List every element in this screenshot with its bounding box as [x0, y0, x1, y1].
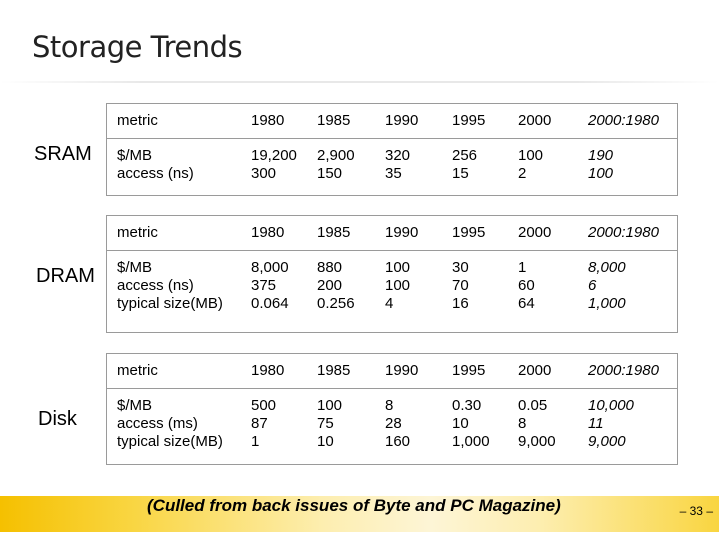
- header-ratio: 2000:1980: [588, 362, 659, 379]
- header-1995: 1995: [452, 112, 486, 129]
- header-metric: metric: [117, 112, 158, 129]
- header-1980: 1980: [251, 224, 285, 241]
- sram-table: metric 1980 1985 1990 1995 2000 2000:198…: [106, 103, 678, 196]
- sram-header-row: metric 1980 1985 1990 1995 2000 2000:198…: [107, 104, 677, 139]
- tech-label-dram: DRAM: [36, 265, 95, 287]
- header-1990: 1990: [385, 112, 419, 129]
- header-1980: 1980: [251, 362, 285, 379]
- source-caption: (Culled from back issues of Byte and PC …: [147, 496, 561, 515]
- header-1995: 1995: [452, 362, 486, 379]
- values-1980: 500 87 1: [251, 397, 277, 450]
- header-1985: 1985: [317, 362, 351, 379]
- values-1985: 880 200 0.256: [317, 259, 355, 312]
- dram-header-row: metric 1980 1985 1990 1995 2000 2000:198…: [107, 216, 677, 251]
- values-1980: 19,200 300: [251, 147, 297, 182]
- dram-table: metric 1980 1985 1990 1995 2000 2000:198…: [106, 215, 678, 333]
- header-ratio: 2000:1980: [588, 112, 659, 129]
- header-2000: 2000: [518, 362, 552, 379]
- page-number: – 33 –: [679, 504, 713, 518]
- header-1985: 1985: [317, 112, 351, 129]
- values-1995: 0.30 10 1,000: [452, 397, 490, 450]
- header-1990: 1990: [385, 362, 419, 379]
- values-1990: 100 100 4: [385, 259, 411, 312]
- header-metric: metric: [117, 362, 158, 379]
- values-1995: 30 70 16: [452, 259, 469, 312]
- header-2000: 2000: [518, 224, 552, 241]
- header-1995: 1995: [452, 224, 486, 241]
- values-ratio: 8,000 6 1,000: [588, 259, 626, 312]
- metric-names: $/MB access (ns): [117, 147, 194, 182]
- disk-header-row: metric 1980 1985 1990 1995 2000 2000:198…: [107, 354, 677, 389]
- slide-title: Storage Trends: [32, 30, 243, 64]
- values-1995: 256 15: [452, 147, 478, 182]
- footer-bar: [0, 496, 719, 532]
- values-ratio: 10,000 11 9,000: [588, 397, 634, 450]
- header-2000: 2000: [518, 112, 552, 129]
- header-1985: 1985: [317, 224, 351, 241]
- values-2000: 1 60 64: [518, 259, 535, 312]
- metric-names: $/MB access (ms) typical size(MB): [117, 397, 223, 450]
- values-2000: 0.05 8 9,000: [518, 397, 556, 450]
- values-1990: 8 28 160: [385, 397, 411, 450]
- metric-names: $/MB access (ns) typical size(MB): [117, 259, 223, 312]
- header-1980: 1980: [251, 112, 285, 129]
- header-ratio: 2000:1980: [588, 224, 659, 241]
- disk-table: metric 1980 1985 1990 1995 2000 2000:198…: [106, 353, 678, 465]
- tech-label-sram: SRAM: [34, 143, 92, 165]
- values-1990: 320 35: [385, 147, 411, 182]
- values-1985: 2,900 150: [317, 147, 355, 182]
- header-metric: metric: [117, 224, 158, 241]
- values-1980: 8,000 375 0.064: [251, 259, 289, 312]
- values-2000: 100 2: [518, 147, 544, 182]
- values-1985: 100 75 10: [317, 397, 343, 450]
- title-divider: [0, 81, 719, 83]
- tech-label-disk: Disk: [38, 408, 77, 430]
- values-ratio: 190 100: [588, 147, 614, 182]
- header-1990: 1990: [385, 224, 419, 241]
